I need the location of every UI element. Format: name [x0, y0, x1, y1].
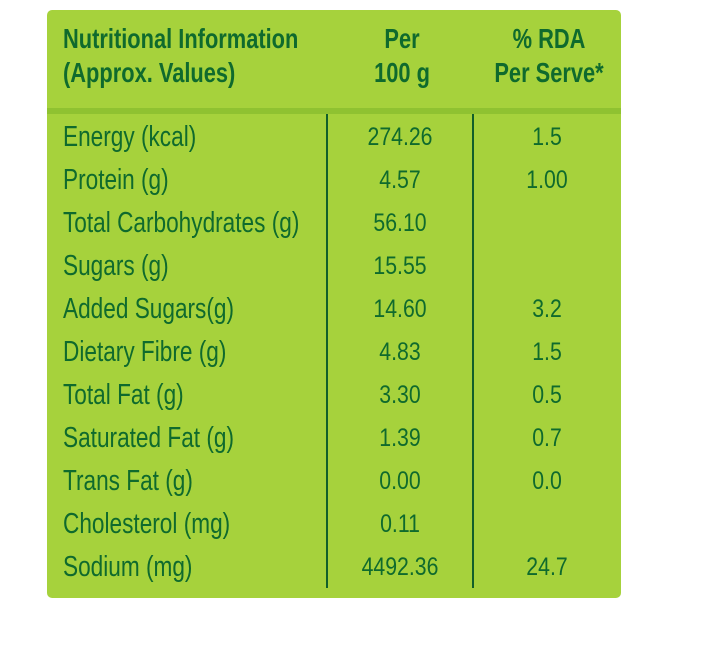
header-nutrition-info: Nutritional Information (Approx. Values)	[63, 22, 298, 90]
per-100g-value: 4492.36	[361, 553, 439, 581]
nutrient-label: Energy (kcal)	[63, 121, 197, 153]
per-100g-value: 1.39	[379, 424, 421, 452]
table-row: Sodium (mg) 4492.36 24.7	[49, 546, 618, 589]
table-row: Sugars (g) 15.55	[49, 245, 618, 288]
rda-value: 1.00	[526, 166, 568, 194]
table-row: Total Carbohydrates (g) 56.10	[49, 202, 618, 245]
nutrient-label: Total Carbohydrates (g)	[63, 207, 300, 239]
rda-value: 3.2	[532, 295, 562, 323]
table-row: Energy (kcal) 274.26 1.5	[49, 116, 618, 159]
header-rda: % RDA Per Serve*	[491, 22, 608, 90]
rda-value: 0.5	[532, 381, 562, 409]
header-per-label: Per	[384, 23, 420, 54]
nutrient-label: Cholesterol (mg)	[63, 508, 231, 540]
nutrient-label: Sugars (g)	[63, 250, 169, 282]
rda-value: 0.7	[532, 424, 562, 452]
per-100g-value: 274.26	[367, 123, 433, 151]
per-100g-value: 3.30	[379, 381, 421, 409]
rda-value	[486, 245, 608, 288]
per-100g-value: 15.55	[373, 252, 427, 280]
table-header: Nutritional Information (Approx. Values)…	[47, 10, 621, 108]
per-100g-value: 0.11	[380, 510, 420, 538]
nutrition-table	[49, 114, 618, 595]
header-per-serve-label: Per Serve*	[494, 57, 604, 88]
rda-value: 24.7	[526, 553, 568, 581]
header-nutrition-title: Nutritional Information	[63, 23, 299, 54]
table-row: Total Fat (g) 3.30 0.5	[49, 374, 618, 417]
table-row: Saturated Fat (g) 1.39 0.7	[49, 417, 618, 460]
per-100g-value: 0.00	[379, 467, 421, 495]
rda-value	[486, 503, 608, 546]
nutrient-label: Added Sugars(g)	[63, 293, 235, 325]
nutrient-label: Sodium (mg)	[63, 551, 193, 583]
nutrient-label: Protein (g)	[63, 164, 169, 196]
table-row: Trans Fat (g) 0.00 0.0	[49, 460, 618, 503]
nutrient-label: Saturated Fat (g)	[63, 422, 234, 454]
rda-value	[486, 202, 608, 245]
rda-value: 1.5	[532, 123, 562, 151]
header-per-100g: Per 100 g	[354, 22, 449, 90]
rda-value: 0.0	[532, 467, 562, 495]
column-divider-2	[472, 114, 474, 588]
header-divider	[47, 108, 621, 114]
rda-value: 1.5	[532, 338, 562, 366]
column-divider-1	[326, 114, 328, 588]
nutrient-label: Total Fat (g)	[63, 379, 184, 411]
per-100g-value: 4.83	[379, 338, 421, 366]
nutrient-label: Dietary Fibre (g)	[63, 336, 227, 368]
header-100g-label: 100 g	[374, 57, 430, 88]
header-rda-label: % RDA	[512, 23, 586, 54]
per-100g-value: 4.57	[379, 166, 421, 194]
table-row: Added Sugars(g) 14.60 3.2	[49, 288, 618, 331]
table-row: Protein (g) 4.57 1.00	[49, 159, 618, 202]
table-row: Cholesterol (mg) 0.11	[49, 503, 618, 546]
per-100g-value: 14.60	[373, 295, 427, 323]
per-100g-value: 56.10	[373, 209, 427, 237]
header-nutrition-subtitle: (Approx. Values)	[63, 57, 236, 88]
nutrient-label: Trans Fat (g)	[63, 465, 193, 497]
table-row: Dietary Fibre (g) 4.83 1.5	[49, 331, 618, 374]
